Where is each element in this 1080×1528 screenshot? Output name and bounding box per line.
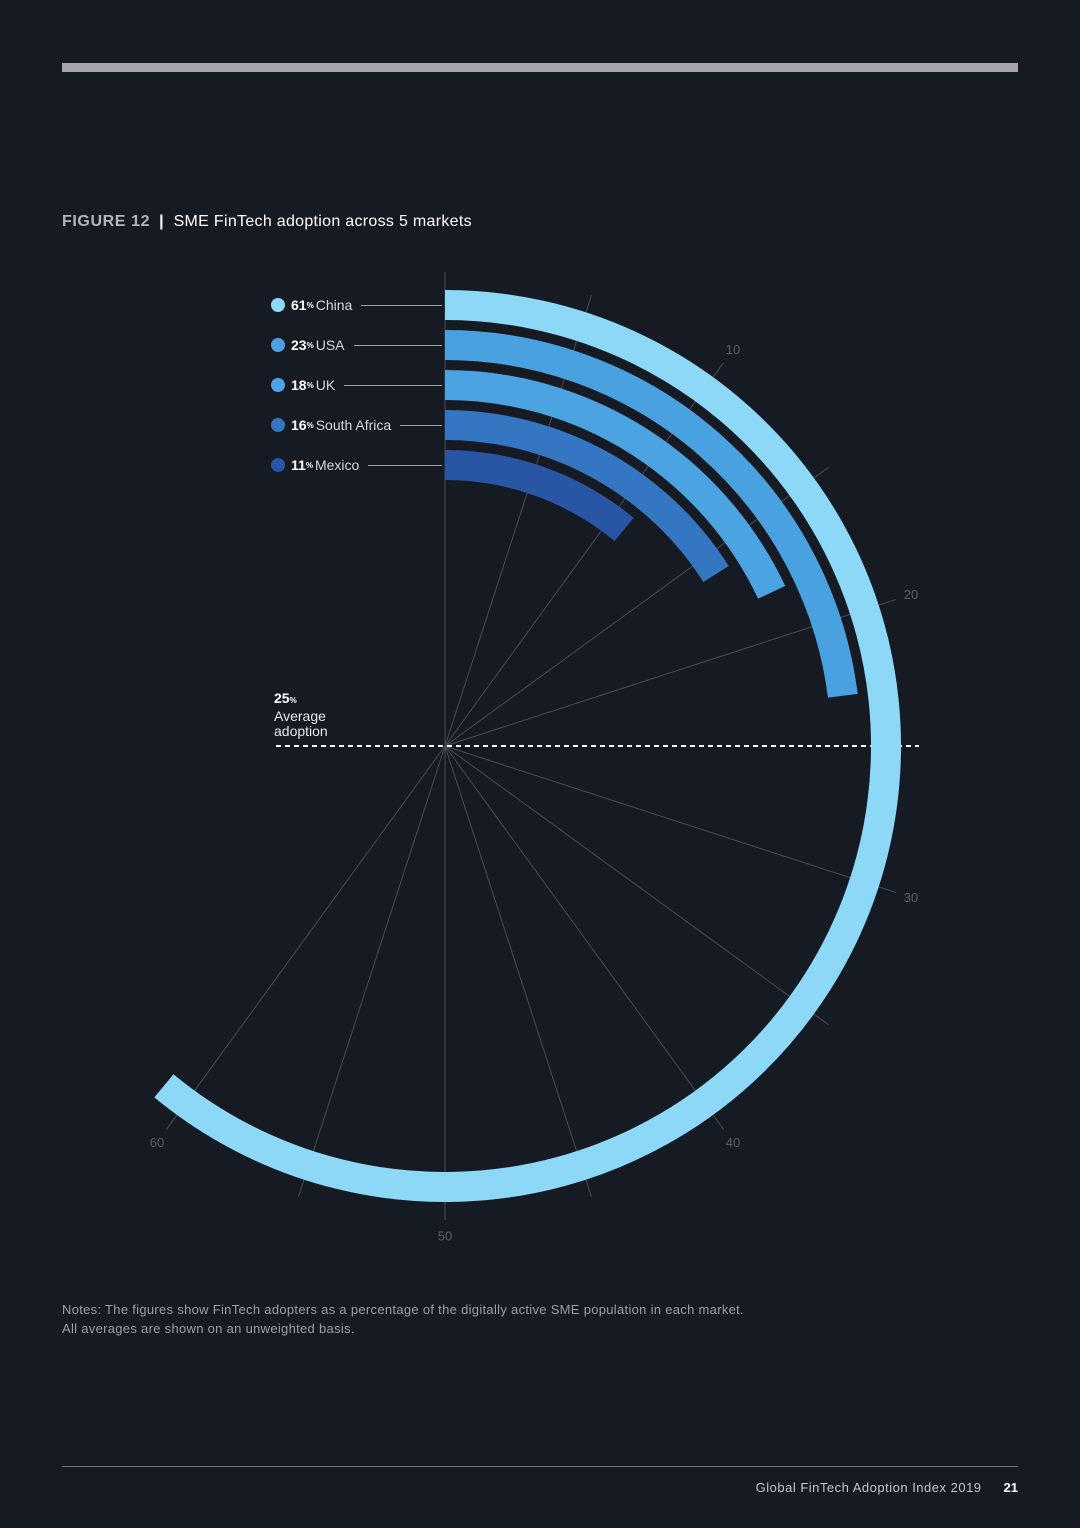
- legend-swatch-south-africa: [271, 418, 285, 432]
- legend-category-south-africa: South Africa: [315, 417, 392, 433]
- legend-leader-line: [353, 344, 442, 346]
- figure-notes: Notes: The figures show FinTech adopters…: [62, 1300, 744, 1338]
- legend-leader-line: [368, 464, 442, 466]
- legend: 61% China 23% USA 18% UK 16% South Africa 11…: [271, 285, 442, 485]
- legend-category-china: China: [315, 297, 353, 313]
- legend-unit: %: [306, 300, 314, 310]
- tick-label-20: 20: [904, 587, 918, 602]
- legend-swatch-uk: [271, 378, 285, 392]
- footer-rule: [62, 1466, 1018, 1467]
- figure-title: FIGURE 12 | SME FinTech adoption across 5 …: [62, 212, 472, 232]
- legend-unit: %: [306, 380, 314, 390]
- legend-unit: %: [306, 340, 314, 350]
- legend-unit: %: [305, 460, 313, 470]
- average-value: 25: [274, 690, 290, 706]
- header-rule: [62, 63, 1018, 72]
- legend-item-china: 61% China: [271, 285, 442, 325]
- tick-label-40: 40: [726, 1135, 740, 1150]
- chart-title: SME FinTech adoption across 5 markets: [173, 213, 472, 230]
- gridline-spoke-60: [165, 745, 446, 1130]
- legend-leader-line: [361, 304, 442, 306]
- legend-leader-line: [400, 424, 442, 426]
- bar-arc-mexico: [444, 450, 634, 542]
- legend-item-usa: 23% USA: [271, 325, 442, 365]
- average-unit: %: [289, 696, 297, 705]
- legend-value-usa: 23: [291, 337, 307, 353]
- bar-arc-south-africa: [444, 410, 729, 583]
- bar-arc-usa: [444, 330, 858, 698]
- legend-category-usa: USA: [315, 337, 345, 353]
- legend-category-uk: UK: [315, 377, 336, 393]
- legend-value-south-africa: 16: [291, 417, 307, 433]
- legend-item-uk: 18% UK: [271, 365, 442, 405]
- page-number: 21: [1003, 1480, 1018, 1495]
- publication-title: Global FinTech Adoption Index 2019: [755, 1480, 982, 1495]
- legend-leader-line: [344, 384, 442, 386]
- gridline-spoke-35: [444, 745, 829, 1026]
- legend-swatch-china: [271, 298, 285, 312]
- average-label-line-2: adoption: [274, 723, 328, 739]
- legend-swatch-mexico: [271, 458, 285, 472]
- title-separator: |: [159, 213, 164, 230]
- page-footer: Global FinTech Adoption Index 2019 21: [756, 1479, 1018, 1497]
- tick-label-60: 60: [150, 1135, 164, 1150]
- gridline-spoke-30: [444, 745, 896, 893]
- tick-label-30: 30: [904, 890, 918, 905]
- tick-label-10: 10: [726, 342, 740, 357]
- bar-arc-uk: [444, 370, 786, 599]
- legend-unit: %: [306, 420, 314, 430]
- tick-labels: 10 20 30 40 50 60: [150, 342, 918, 1243]
- gridline-spoke-40: [444, 745, 725, 1130]
- gridline-spoke-55: [298, 745, 446, 1197]
- average-adoption-label: 25% Average adoption: [274, 690, 328, 740]
- figure-number: FIGURE 12: [62, 213, 151, 230]
- notes-line-1: Notes: The figures show FinTech adopters…: [62, 1302, 744, 1317]
- average-value-line: 25%: [274, 690, 328, 709]
- legend-value-mexico: 11: [291, 457, 306, 473]
- legend-swatch-usa: [271, 338, 285, 352]
- legend-item-south-africa: 16% South Africa: [271, 405, 442, 445]
- bar-arc-china: [154, 290, 901, 1202]
- legend-item-mexico: 11% Mexico: [271, 445, 442, 485]
- legend-value-uk: 18: [291, 377, 307, 393]
- average-label-line-1: Average: [274, 707, 326, 724]
- legend-value-china: 61: [291, 297, 307, 313]
- notes-line-2: All averages are shown on an unweighted …: [62, 1321, 355, 1336]
- tick-label-50: 50: [438, 1229, 452, 1244]
- legend-category-mexico: Mexico: [314, 457, 360, 473]
- bars: [154, 290, 901, 1202]
- gridline-spoke-45: [444, 745, 592, 1197]
